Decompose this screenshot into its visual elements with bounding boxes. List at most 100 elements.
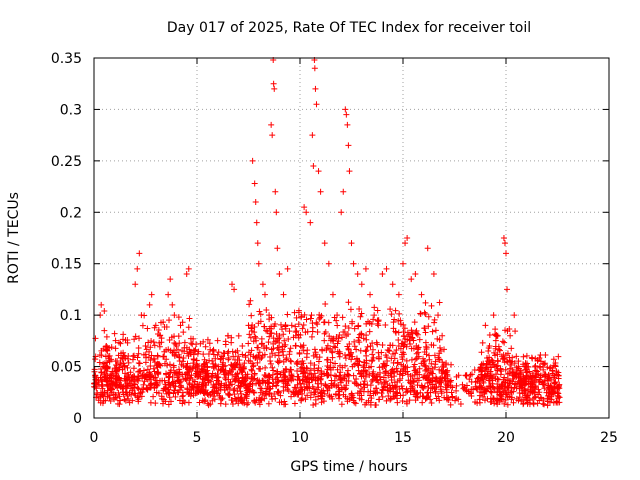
- background-point: [175, 370, 182, 377]
- background-point: [502, 396, 509, 403]
- y-tick-label: 0.25: [51, 154, 82, 170]
- background-point: [230, 366, 237, 373]
- background-point: [119, 389, 126, 396]
- background-point: [200, 351, 207, 358]
- background-point: [311, 391, 318, 398]
- background-point: [318, 371, 325, 378]
- background-point: [390, 350, 397, 357]
- background-point: [252, 399, 259, 406]
- background-point: [212, 363, 219, 370]
- background-point: [363, 347, 370, 354]
- background-point: [165, 390, 172, 397]
- data-point: [453, 373, 460, 380]
- data-point: [315, 168, 322, 175]
- background-point: [363, 336, 370, 343]
- background-point: [315, 384, 322, 391]
- background-point: [106, 358, 113, 365]
- background-point: [249, 367, 256, 374]
- background-point: [108, 380, 115, 387]
- data-point: [167, 276, 174, 283]
- background-point: [334, 366, 341, 373]
- background-point: [369, 351, 376, 358]
- background-point: [485, 368, 492, 375]
- data-point: [95, 379, 102, 385]
- data-point: [552, 379, 559, 385]
- background-point: [390, 325, 397, 332]
- background-point: [379, 393, 386, 400]
- background-point: [424, 367, 431, 374]
- background-point: [513, 353, 520, 360]
- background-point: [201, 398, 208, 405]
- background-point: [396, 386, 403, 393]
- background-point: [293, 314, 300, 321]
- background-point: [135, 368, 142, 375]
- background-point: [269, 376, 276, 383]
- background-point: [355, 323, 362, 330]
- background-point: [375, 355, 382, 362]
- background-point: [202, 343, 209, 350]
- background-point: [134, 394, 141, 401]
- background-point: [393, 347, 400, 354]
- background-point: [248, 374, 255, 381]
- background-point: [211, 396, 218, 403]
- background-point: [535, 386, 542, 393]
- data-point: [272, 188, 279, 195]
- data-point: [214, 373, 221, 380]
- background-point: [266, 372, 273, 379]
- background-point: [127, 385, 134, 392]
- background-point: [126, 399, 133, 406]
- background-point: [534, 400, 541, 407]
- background-point: [116, 339, 123, 346]
- background-point: [112, 337, 119, 344]
- background-point: [523, 374, 530, 381]
- background-point: [412, 393, 419, 400]
- background-point: [407, 333, 414, 340]
- background-point: [233, 398, 240, 405]
- background-point: [298, 384, 305, 391]
- background-point: [196, 362, 203, 369]
- background-point: [413, 390, 420, 397]
- background-point: [131, 336, 138, 343]
- background-point: [299, 325, 306, 332]
- background-point: [488, 389, 495, 396]
- background-point: [184, 385, 191, 392]
- data-point: [280, 291, 287, 298]
- background-point: [490, 396, 497, 403]
- background-point: [200, 387, 207, 394]
- data-point: [252, 199, 259, 205]
- data-point: [138, 312, 145, 319]
- background-point: [273, 371, 280, 378]
- background-point: [302, 369, 309, 376]
- background-point: [135, 345, 142, 352]
- background-point: [365, 318, 372, 325]
- background-point: [439, 359, 446, 366]
- background-point: [299, 377, 306, 384]
- background-point: [286, 328, 293, 335]
- data-point: [439, 332, 446, 339]
- background-point: [165, 346, 172, 353]
- data-point: [303, 209, 310, 216]
- background-point: [399, 385, 406, 392]
- background-point: [138, 386, 145, 393]
- background-point: [281, 343, 288, 350]
- data-point: [346, 168, 353, 175]
- background-point: [210, 393, 217, 400]
- background-point: [553, 368, 560, 375]
- background-point: [498, 368, 505, 375]
- background-point: [392, 328, 399, 335]
- background-point: [221, 371, 228, 378]
- background-point: [256, 401, 263, 408]
- data-point: [268, 121, 275, 128]
- background-point: [141, 378, 148, 385]
- background-point: [143, 385, 150, 392]
- background-point: [424, 389, 431, 396]
- background-point: [165, 373, 172, 380]
- background-point: [136, 368, 143, 375]
- data-point: [354, 271, 361, 277]
- background-point: [323, 383, 330, 390]
- background-point: [212, 362, 219, 369]
- background-point: [225, 355, 232, 362]
- background-point: [515, 358, 522, 365]
- background-point: [497, 392, 504, 399]
- background-point: [234, 370, 241, 377]
